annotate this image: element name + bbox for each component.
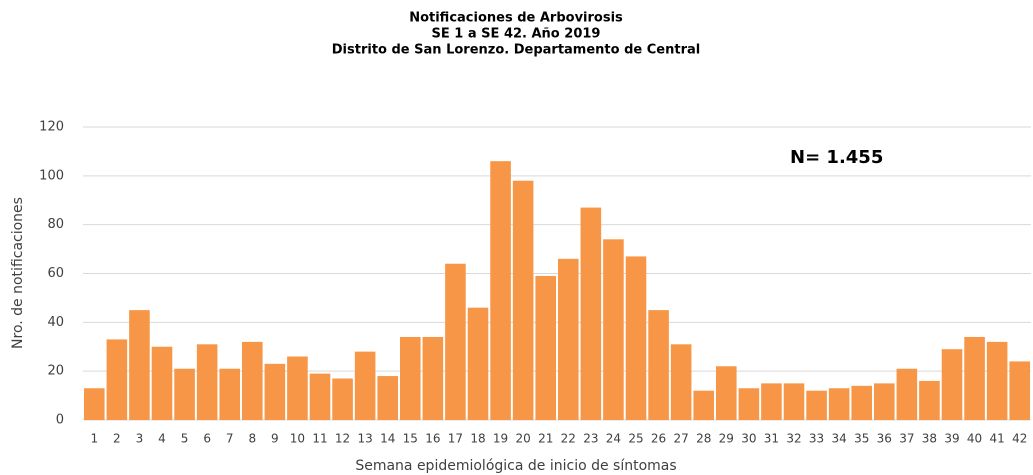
x-tick-label: 14 <box>380 432 395 446</box>
x-tick-label: 42 <box>1012 432 1027 446</box>
bar <box>309 373 331 420</box>
bar <box>964 336 985 420</box>
bar <box>242 341 263 420</box>
x-tick-label: 38 <box>922 432 937 446</box>
x-tick-label: 17 <box>448 432 463 446</box>
x-tick-label: 13 <box>358 432 373 446</box>
x-tick-label: 7 <box>226 432 234 446</box>
y-tick-label: 60 <box>47 266 64 281</box>
x-tick-label: 26 <box>651 432 666 446</box>
bar <box>986 341 1008 420</box>
bar <box>377 376 398 420</box>
x-tick-label: 21 <box>538 432 553 446</box>
x-tick-label: 5 <box>181 432 189 446</box>
bar <box>1009 361 1030 420</box>
x-tick-label: 16 <box>425 432 440 446</box>
bar <box>535 275 556 420</box>
x-tick-label: 2 <box>113 432 121 446</box>
x-tick-label: 25 <box>628 432 643 446</box>
x-tick-label: 10 <box>290 432 305 446</box>
bar <box>512 180 534 420</box>
bar <box>603 239 624 420</box>
x-tick-label: 28 <box>696 432 711 446</box>
chart-title: SE 1 a SE 42. Año 2019 <box>432 27 601 42</box>
bar <box>580 207 602 420</box>
x-tick-label: 24 <box>606 432 621 446</box>
y-tick-label: 120 <box>39 120 64 135</box>
x-tick-label: 33 <box>809 432 824 446</box>
x-tick-label: 31 <box>764 432 779 446</box>
bar <box>287 356 308 420</box>
bar <box>400 336 421 420</box>
chart-title: Distrito de San Lorenzo. Departamento de… <box>332 43 700 58</box>
y-axis-label: Nro. de notificaciones <box>10 197 26 349</box>
bar <box>828 388 850 420</box>
x-tick-label: 35 <box>854 432 869 446</box>
x-tick-label: 22 <box>561 432 576 446</box>
bar <box>693 390 714 420</box>
x-tick-label: 3 <box>136 432 144 446</box>
bar <box>941 349 963 420</box>
x-tick-label: 15 <box>403 432 418 446</box>
x-tick-label: 40 <box>967 432 982 446</box>
x-axis-label: Semana epidemiológica de inicio de sínto… <box>355 458 676 474</box>
bar <box>422 336 444 420</box>
bar <box>896 368 918 420</box>
x-tick-label: 9 <box>271 432 279 446</box>
bar <box>445 263 466 420</box>
bar <box>196 344 218 420</box>
bar <box>716 366 737 420</box>
x-tick-label: 34 <box>832 432 847 446</box>
bar <box>174 368 195 420</box>
x-tick-label: 41 <box>990 432 1005 446</box>
bar <box>806 390 827 420</box>
y-tick-label: 0 <box>56 413 64 428</box>
bar <box>219 368 240 420</box>
bar <box>558 258 579 420</box>
y-tick-label: 20 <box>47 364 64 379</box>
bar <box>738 388 760 420</box>
x-tick-label: 11 <box>312 432 327 446</box>
bar <box>783 383 805 420</box>
chart-title: Notificaciones de Arbovirosis <box>409 11 623 26</box>
bar <box>467 307 489 420</box>
x-tick-label: 20 <box>516 432 531 446</box>
bar <box>670 344 692 420</box>
bar <box>625 256 647 420</box>
y-tick-label: 80 <box>47 217 64 232</box>
x-tick-label: 4 <box>158 432 166 446</box>
x-tick-label: 1 <box>90 432 98 446</box>
bar <box>106 339 128 420</box>
bar <box>151 346 173 420</box>
annotation: N= 1.455 <box>790 147 883 168</box>
bar <box>264 363 286 420</box>
x-tick-label: 12 <box>335 432 350 446</box>
x-tick-label: 32 <box>786 432 801 446</box>
x-tick-label: 27 <box>674 432 689 446</box>
bar <box>919 380 940 420</box>
bar <box>874 383 895 420</box>
bar <box>84 388 105 420</box>
x-tick-label: 37 <box>899 432 914 446</box>
x-tick-label: 29 <box>719 432 734 446</box>
y-tick-label: 40 <box>47 315 64 330</box>
bar <box>332 378 353 420</box>
bar <box>490 161 511 420</box>
x-tick-label: 19 <box>493 432 508 446</box>
y-tick-label: 100 <box>39 168 64 183</box>
bar <box>129 310 150 420</box>
bar <box>648 310 669 420</box>
bar <box>354 351 376 420</box>
x-tick-label: 39 <box>944 432 959 446</box>
x-tick-label: 18 <box>470 432 485 446</box>
bar <box>761 383 782 420</box>
x-tick-label: 36 <box>877 432 892 446</box>
x-tick-label: 8 <box>248 432 256 446</box>
x-tick-label: 23 <box>583 432 598 446</box>
bar <box>851 385 872 420</box>
x-tick-label: 6 <box>203 432 211 446</box>
x-tick-label: 30 <box>741 432 756 446</box>
